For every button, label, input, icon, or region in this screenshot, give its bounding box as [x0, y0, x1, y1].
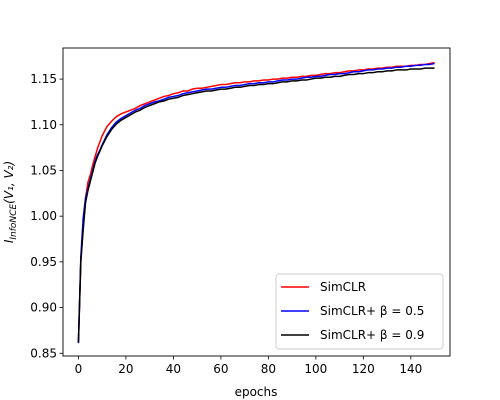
x-axis-label: epochs [235, 385, 278, 399]
legend: SimCLR SimCLR+ β = 0.5 SimCLR+ β = 0.9 [275, 273, 444, 350]
y-axis-label-args: (V₁, V₂) [2, 161, 16, 204]
y-tick-label: 0.95 [30, 255, 57, 269]
x-tick-label: 20 [118, 362, 133, 376]
series-line-1 [77, 61, 435, 343]
plot-lines [77, 61, 435, 344]
x-axis: 0 20 40 60 80 100 120 140 [75, 356, 422, 376]
x-tick-label: 40 [166, 362, 181, 376]
y-tick-label: 1.10 [30, 118, 57, 132]
x-tick-label: 120 [352, 362, 375, 376]
y-axis-label: IInfoNCE(V₁, V₂) [2, 161, 19, 243]
x-tick-label: 0 [75, 362, 83, 376]
y-tick-label: 0.90 [30, 301, 57, 315]
plot-frame [62, 47, 451, 357]
y-tick-label: 1.00 [30, 209, 57, 223]
x-tick-label: 60 [213, 362, 228, 376]
x-tick-label: 100 [304, 362, 327, 376]
y-axis-label-sub: InfoNCE [9, 204, 19, 240]
y-tick-label: 0.85 [30, 346, 57, 360]
svg-text:IInfoNCE(V₁, V₂): IInfoNCE(V₁, V₂) [2, 161, 19, 243]
y-axis-label-main: I [2, 239, 16, 243]
x-tick-label: 80 [261, 362, 276, 376]
series-line-3 [77, 67, 435, 343]
legend-label-3: SimCLR+ β = 0.9 [320, 328, 424, 342]
y-tick-label: 1.15 [30, 72, 57, 86]
x-tick-label: 140 [399, 362, 422, 376]
y-tick-label: 1.05 [30, 163, 57, 177]
series-line-2 [77, 62, 435, 344]
legend-label-1: SimCLR [320, 280, 366, 294]
legend-box [275, 273, 444, 350]
legend-label-2: SimCLR+ β = 0.5 [320, 304, 424, 318]
y-axis: 0.85 0.90 0.95 1.00 1.05 1.10 1.15 [30, 72, 63, 360]
